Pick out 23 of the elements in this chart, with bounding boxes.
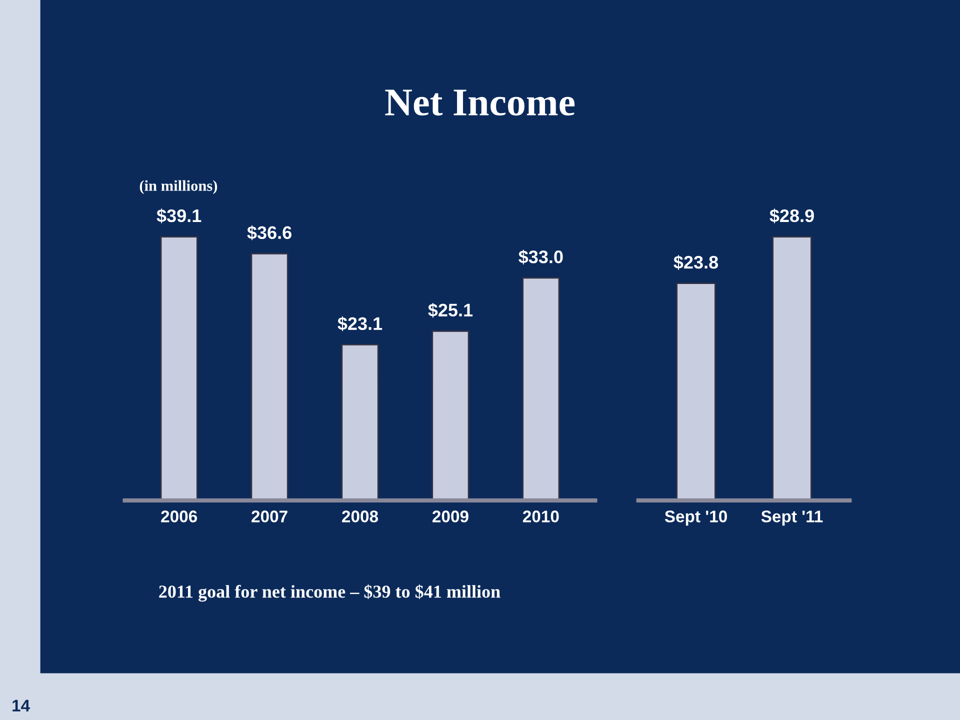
x-tick-label: 2006 bbox=[161, 510, 198, 522]
text: (in millions) bbox=[140, 180, 218, 194]
x-tick-label: 2009 bbox=[432, 510, 468, 522]
bar bbox=[522, 277, 560, 500]
data-label: $39.1 bbox=[156, 208, 202, 224]
chart-title: Net Income bbox=[385, 90, 575, 116]
x-tick-label: 2010 bbox=[522, 510, 559, 522]
x-tick-label: 2008 bbox=[342, 510, 378, 522]
data-label: $33.0 bbox=[518, 250, 563, 264]
x-tick-label: 2007 bbox=[252, 510, 288, 522]
bar bbox=[341, 344, 379, 500]
data-label: $25.1 bbox=[428, 302, 473, 318]
x-tick-label: Sept '11 bbox=[761, 510, 823, 526]
x-tick-label: Sept '10 bbox=[664, 510, 727, 526]
data-label: $28.9 bbox=[770, 208, 814, 224]
text: 14 bbox=[12, 700, 30, 712]
bar bbox=[160, 236, 198, 500]
bar bbox=[250, 252, 288, 500]
data-label: $23.8 bbox=[674, 255, 718, 270]
text: 2011 goal for net income – $39 to $41 million bbox=[159, 584, 500, 602]
data-label: $23.1 bbox=[338, 316, 382, 332]
data-label: $36.6 bbox=[247, 225, 292, 240]
bar bbox=[432, 330, 470, 500]
